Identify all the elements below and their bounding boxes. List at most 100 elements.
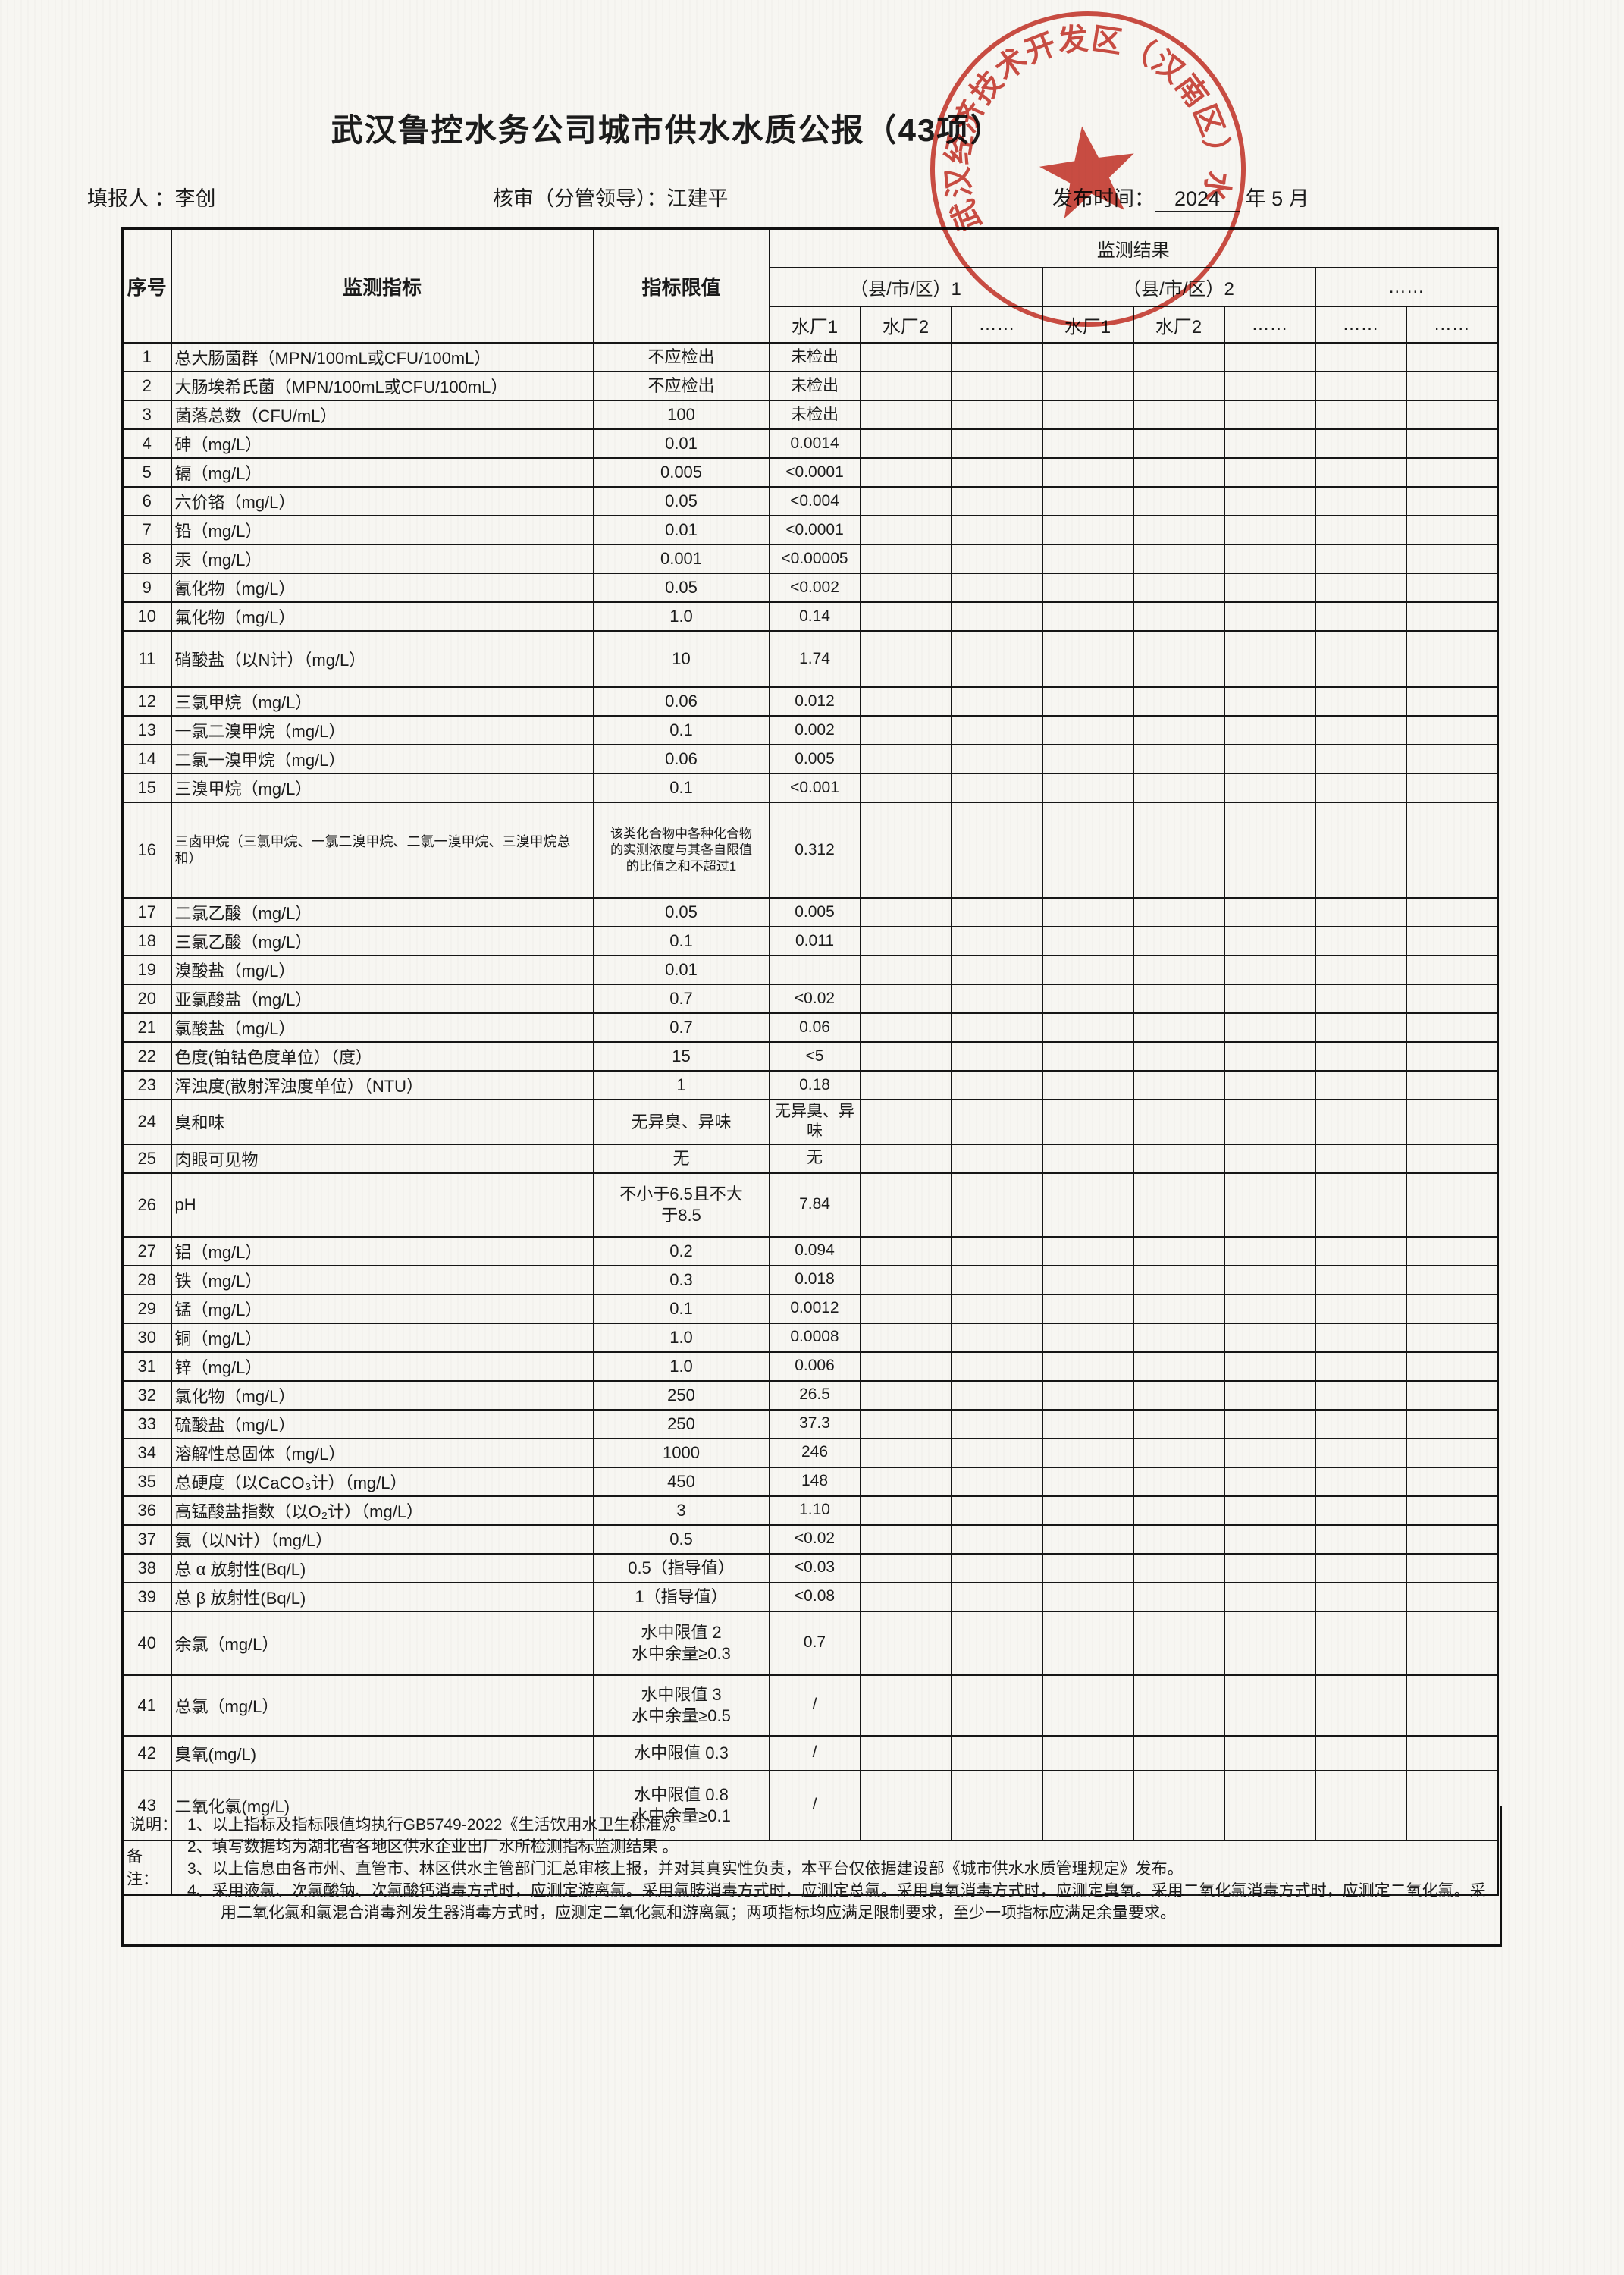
result-empty-cell [1132, 601, 1225, 632]
table-row: 43 二氧化氯(mg/L) 水中限值 0.8 水中余量≥0.1/ [121, 1769, 1499, 1841]
limit-value: 0.001 [592, 544, 770, 574]
result-empty-cell [950, 1235, 1043, 1266]
result-plant1: 0.005 [768, 744, 861, 774]
result-empty-cell [1314, 802, 1407, 899]
indicator-name: 一氯二溴甲烷（mg/L） [170, 715, 594, 745]
result-empty-cell [1405, 926, 1499, 956]
result-empty-cell [1405, 573, 1499, 603]
table-row: 11 硝酸盐（以N计）（mg/L） 10 1.74 [121, 630, 1499, 688]
indicator-name: 汞（mg/L） [170, 544, 594, 574]
result-empty-cell [1314, 1437, 1407, 1468]
result-empty-cell [1405, 342, 1499, 372]
indicator-name: 硝酸盐（以N计）（mg/L） [170, 630, 594, 688]
indicator-name: 六价铬（mg/L） [170, 486, 594, 516]
indicator-name: 总 β 放射性(Bq/L) [170, 1581, 594, 1612]
result-empty-cell [1223, 601, 1316, 632]
result-empty-cell [1041, 1581, 1134, 1612]
result-empty-cell [859, 897, 952, 927]
row-index: 42 [121, 1734, 172, 1771]
row-index: 16 [121, 802, 172, 899]
result-empty-cell [1223, 1099, 1316, 1145]
result-empty-cell [1132, 1581, 1225, 1612]
result-empty-cell [1223, 773, 1316, 803]
result-plant1: 未检出 [768, 371, 861, 401]
result-empty-cell [1132, 897, 1225, 927]
result-empty-cell [1041, 1264, 1134, 1295]
result-empty-cell [1132, 544, 1225, 574]
result-empty-cell [1223, 802, 1316, 899]
limit-value: 250 [592, 1408, 770, 1439]
col-header-region-dots: …… [1314, 267, 1499, 307]
col-header-limit: 指标限值 [592, 228, 770, 344]
result-empty-cell [1223, 1734, 1316, 1771]
limit-value: 无异臭、异味 [592, 1099, 770, 1145]
row-index: 4 [121, 428, 172, 459]
indicator-name: 三溴甲烷（mg/L） [170, 773, 594, 803]
result-empty-cell [1314, 984, 1407, 1014]
limit-value: 该类化合物中各种化合物 的实测浓度与其各自限值 的比值之和不超过1 [592, 802, 770, 899]
limit-value: 0.2 [592, 1235, 770, 1266]
filler-label: 填报人 ： [87, 187, 175, 210]
limit-value: 0.01 [592, 955, 770, 985]
result-empty-cell [1041, 715, 1134, 745]
result-empty-cell [1223, 1322, 1316, 1353]
limit-value: 0.05 [592, 573, 770, 603]
result-empty-cell [1223, 544, 1316, 574]
result-empty-cell [1041, 1143, 1134, 1174]
limit-value: 无 [592, 1143, 770, 1174]
row-index: 23 [121, 1070, 172, 1100]
row-index: 5 [121, 457, 172, 488]
result-plant1: 0.011 [768, 926, 861, 956]
row-index: 34 [121, 1437, 172, 1468]
result-empty-cell [859, 630, 952, 688]
result-empty-cell [1314, 1351, 1407, 1382]
result-plant1: 0.18 [768, 1070, 861, 1100]
row-index: 39 [121, 1581, 172, 1612]
table-row: 9 氰化物（mg/L） 0.05 <0.002 [121, 573, 1499, 603]
result-empty-cell [859, 1581, 952, 1612]
result-empty-cell [1041, 457, 1134, 488]
result-empty-cell [859, 1099, 952, 1145]
result-plant1: 246 [768, 1437, 861, 1468]
result-empty-cell [1223, 1610, 1316, 1676]
reviewer-name: 江建平 [666, 187, 729, 210]
indicator-name: 铅（mg/L） [170, 515, 594, 545]
result-plant1: <0.00005 [768, 544, 861, 574]
result-empty-cell [950, 1379, 1043, 1410]
row-index: 40 [121, 1610, 172, 1676]
result-empty-cell [1132, 1379, 1225, 1410]
indicator-name: 二氯一溴甲烷（mg/L） [170, 744, 594, 774]
result-empty-cell [950, 1495, 1043, 1526]
result-empty-cell [1223, 1041, 1316, 1072]
table-row: 20 亚氯酸盐（mg/L） 0.7 <0.02 [121, 984, 1499, 1014]
notes-items: 1、以上指标及指标限值均执行GB5749-2022《生活饮用水卫生标准》。 2、填… [187, 1814, 1489, 1924]
result-empty-cell [1405, 1495, 1499, 1526]
result-empty-cell [1132, 1351, 1225, 1382]
limit-value: 1.0 [592, 1351, 770, 1382]
remark-content [170, 1839, 1499, 1896]
result-empty-cell [1132, 1012, 1225, 1043]
result-empty-cell [1132, 1674, 1225, 1737]
result-empty-cell [1223, 1408, 1316, 1439]
table-row: 32 氯化物（mg/L） 250 26.5 [121, 1379, 1499, 1410]
result-empty-cell [1132, 1099, 1225, 1145]
result-empty-cell [1041, 342, 1134, 372]
result-empty-cell [1314, 601, 1407, 632]
result-empty-cell [1223, 1437, 1316, 1468]
indicator-name: 三卤甲烷（三氯甲烷、一氯二溴甲烷、二氯一溴甲烷、三溴甲烷总和） [170, 802, 594, 899]
result-empty-cell [1041, 686, 1134, 717]
result-empty-cell [1132, 744, 1225, 774]
result-empty-cell [1314, 1070, 1407, 1100]
result-empty-cell [1041, 1610, 1134, 1676]
result-plant1: 0.7 [768, 1610, 861, 1676]
table-row: 4 砷（mg/L） 0.01 0.0014 [121, 428, 1499, 459]
table-row: 13 一氯二溴甲烷（mg/L） 0.1 0.002 [121, 715, 1499, 745]
limit-value: 15 [592, 1041, 770, 1072]
table-row: 37 氨（以N计）（mg/L） 0.5 <0.02 [121, 1523, 1499, 1555]
result-empty-cell [950, 428, 1043, 459]
row-index: 7 [121, 515, 172, 545]
result-plant1: <0.02 [768, 1523, 861, 1555]
result-empty-cell [950, 897, 1043, 927]
table-row: 3 菌落总数（CFU/mL） 100 未检出 [121, 400, 1499, 430]
result-empty-cell [1223, 897, 1316, 927]
